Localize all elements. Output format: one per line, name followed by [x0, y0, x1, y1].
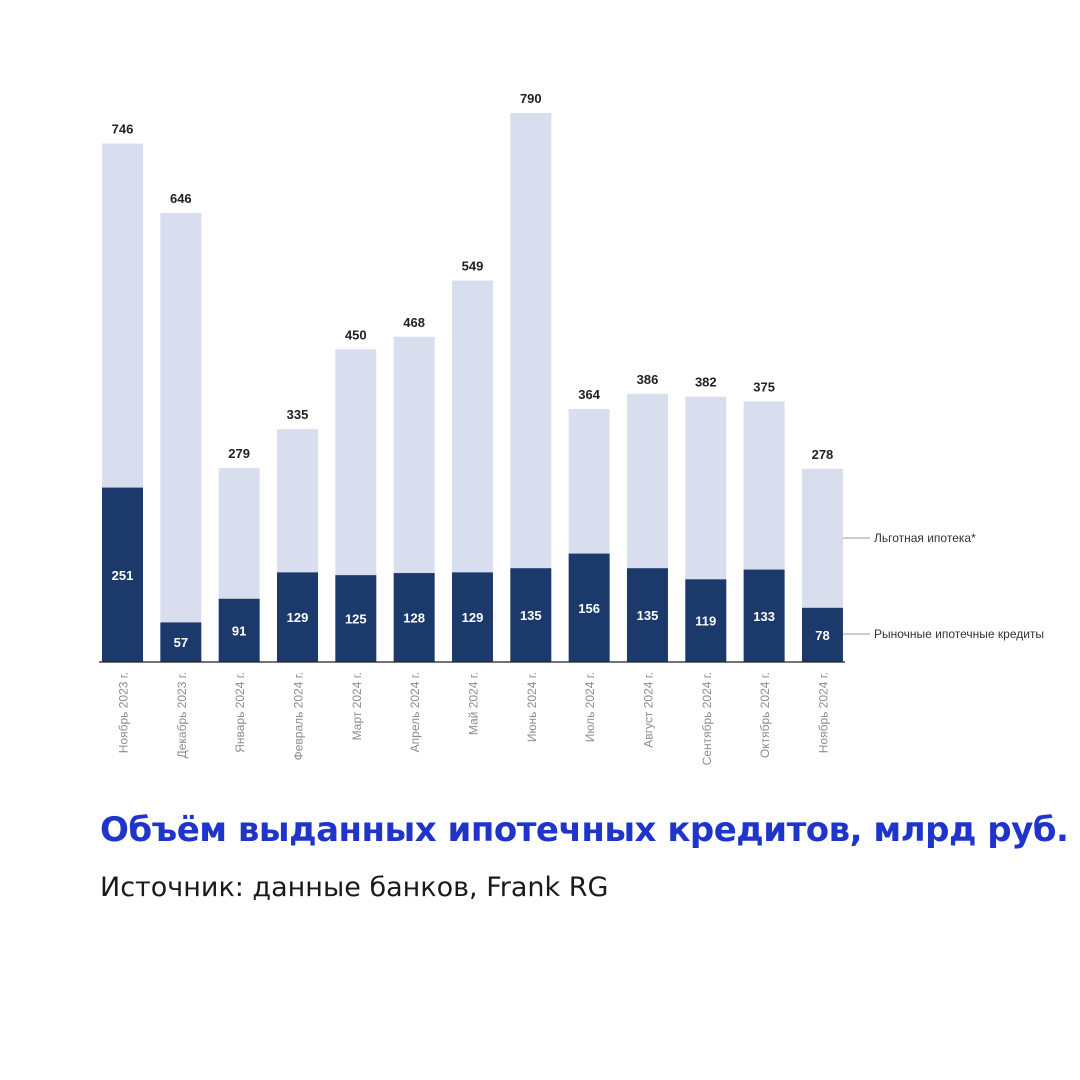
total-value-label: 278: [812, 447, 834, 462]
total-value-label: 746: [112, 122, 134, 137]
bar-segment-preferential: [276, 429, 318, 573]
x-tick-label: Октябрь 2024 г.: [758, 672, 772, 758]
total-value-label: 549: [462, 258, 484, 273]
bar-segment-preferential: [393, 336, 435, 574]
total-value-label: 382: [695, 375, 717, 390]
total-value-label: 468: [403, 315, 425, 330]
total-value-label: 375: [753, 379, 775, 394]
bar-segment-preferential: [335, 349, 377, 576]
stacked-bar-chart: 251 746 Ноябрь 2023 г. 57 646 Декабрь 2023 г.…: [99, 91, 1044, 765]
bar-segment-market: [160, 622, 202, 662]
bar-segment-preferential: [160, 213, 202, 623]
total-value-label: 450: [345, 327, 367, 342]
bar-segment-market: [743, 569, 785, 662]
chart-title: Объём выданных ипотечных кредитов, млрд …: [100, 810, 1069, 850]
market-value-label: 128: [403, 611, 425, 626]
x-tick-label: Декабрь 2023 г.: [175, 672, 189, 758]
total-value-label: 790: [520, 91, 542, 106]
x-tick-label: Ноябрь 2023 г.: [117, 672, 131, 753]
bar-segment-market: [568, 553, 610, 662]
bar-segment-preferential: [568, 409, 610, 554]
legend-label-preferential: Льготная ипотека*: [874, 531, 976, 545]
market-value-label: 156: [578, 601, 600, 616]
total-value-label: 646: [170, 191, 192, 206]
x-tick-label: Февраль 2024 г.: [291, 672, 305, 760]
bar-segment-market: [102, 487, 143, 662]
bar-segment-preferential: [451, 280, 493, 573]
market-value-label: 251: [112, 568, 134, 583]
x-tick-label: Август 2024 г.: [641, 672, 655, 748]
bar-segment-market: [451, 572, 493, 662]
bar-segment-preferential: [801, 468, 843, 608]
bar-segment-preferential: [743, 401, 785, 570]
market-value-label: 91: [232, 623, 246, 638]
market-value-label: 133: [753, 609, 775, 624]
x-tick-label: Апрель 2024 г.: [408, 672, 422, 752]
chart-source: Источник: данные банков, Frank RG: [100, 872, 609, 903]
x-tick-label: Январь 2024 г.: [233, 672, 247, 753]
bar-segment-preferential: [218, 468, 260, 599]
bar-segment-market: [510, 568, 552, 662]
bar-segment-preferential: [685, 396, 727, 580]
x-tick-label: Ноябрь 2024 г.: [816, 672, 830, 753]
market-value-label: 135: [637, 608, 659, 623]
total-value-label: 386: [637, 372, 659, 387]
bar-segment-preferential: [510, 113, 552, 569]
bar-segment-preferential: [626, 393, 668, 569]
x-tick-label: Март 2024 г.: [350, 672, 364, 740]
market-value-label: 135: [520, 608, 542, 623]
market-value-label: 78: [815, 628, 829, 643]
bar-segment-preferential: [102, 143, 143, 488]
bar-segment-market: [626, 568, 668, 662]
market-value-label: 129: [462, 610, 484, 625]
bar-segment-market: [218, 598, 260, 662]
total-value-label: 335: [287, 407, 309, 422]
x-tick-label: Июнь 2024 г.: [525, 672, 539, 742]
legend-label-market: Рыночные ипотечные кредиты: [874, 627, 1044, 641]
total-value-label: 279: [228, 446, 250, 461]
total-value-label: 364: [578, 387, 600, 402]
x-tick-label: Июль 2024 г.: [583, 672, 597, 742]
market-value-label: 129: [287, 610, 309, 625]
x-tick-label: Май 2024 г.: [466, 672, 480, 735]
market-value-label: 125: [345, 612, 367, 627]
bar-segment-market: [335, 575, 377, 662]
bar-segment-market: [393, 573, 435, 662]
x-tick-label: Сентябрь 2024 г.: [700, 672, 714, 765]
bar-segment-market: [685, 579, 727, 662]
market-value-label: 57: [174, 635, 188, 650]
bar-segment-market: [801, 607, 843, 662]
bar-segment-market: [276, 572, 318, 662]
market-value-label: 119: [695, 614, 716, 629]
